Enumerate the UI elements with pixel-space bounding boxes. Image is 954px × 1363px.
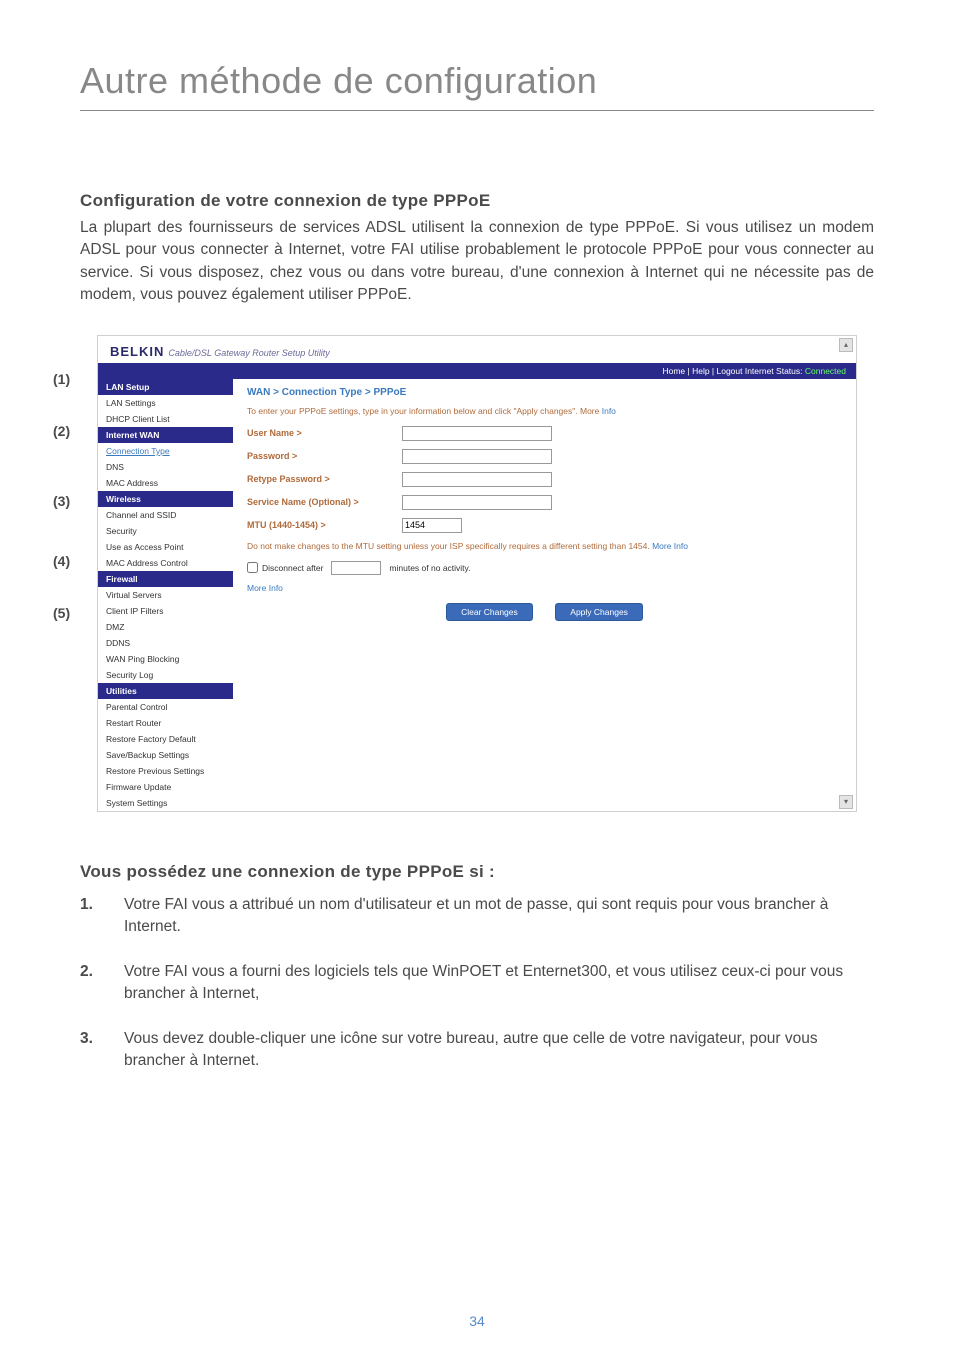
disconnect-row: Disconnect after minutes of no activity. — [247, 561, 842, 575]
list-item: 1. Votre FAI vous a attribué un nom d'ut… — [80, 894, 874, 939]
nav-hdr-utilities[interactable]: Utilities — [98, 683, 233, 699]
input-retype-password[interactable] — [402, 472, 552, 487]
callout-5: (5) — [53, 605, 70, 621]
instruction-text: To enter your PPPoE settings, type in yo… — [247, 406, 842, 416]
nav-dhcp-client-list[interactable]: DHCP Client List — [98, 411, 233, 427]
instr-pre: To enter your PPPoE settings, type in yo… — [247, 406, 599, 416]
pppoe-criteria-list: 1. Votre FAI vous a attribué un nom d'ut… — [80, 894, 874, 1073]
mtu-note: Do not make changes to the MTU setting u… — [247, 541, 842, 551]
mtu-more-info-link[interactable]: More Info — [652, 541, 688, 551]
input-username[interactable] — [402, 426, 552, 441]
input-mtu[interactable] — [402, 518, 462, 533]
nav-restore-factory[interactable]: Restore Factory Default — [98, 731, 233, 747]
label-disconnect-suffix: minutes of no activity. — [389, 563, 470, 573]
list-item: 2. Votre FAI vous a fourni des logiciels… — [80, 961, 874, 1006]
input-disconnect-minutes[interactable] — [331, 561, 381, 575]
nav-hdr-firewall[interactable]: Firewall — [98, 571, 233, 587]
list-number: 2. — [80, 961, 124, 1006]
nav-restore-previous[interactable]: Restore Previous Settings — [98, 763, 233, 779]
router-brand: BELKIN — [110, 344, 164, 359]
nav-client-ip-filters[interactable]: Client IP Filters — [98, 603, 233, 619]
router-header: BELKIN Cable/DSL Gateway Router Setup Uti… — [98, 336, 856, 363]
nav-virtual-servers[interactable]: Virtual Servers — [98, 587, 233, 603]
router-screenshot-wrap: (1) (2) (3) (4) (5) ▴ BELKINCable/DSL Ga… — [97, 335, 857, 812]
callout-3: (3) — [53, 493, 70, 509]
input-service-name[interactable] — [402, 495, 552, 510]
nav-system-settings[interactable]: System Settings — [98, 795, 233, 811]
internet-status: Connected — [805, 366, 846, 376]
label-service-name: Service Name (Optional) > — [247, 497, 402, 507]
title-rule — [80, 110, 874, 111]
nav-channel-ssid[interactable]: Channel and SSID — [98, 507, 233, 523]
nav-dmz[interactable]: DMZ — [98, 619, 233, 635]
button-row: Clear Changes Apply Changes — [247, 603, 842, 621]
router-subtitle: Cable/DSL Gateway Router Setup Utility — [168, 348, 329, 358]
router-main: WAN > Connection Type > PPPoE To enter y… — [233, 379, 856, 811]
router-ui-window: ▴ BELKIN Cable/DSL Gateway Router Setup U… — [97, 335, 857, 812]
clear-changes-button[interactable]: Clear Changes — [446, 603, 533, 621]
nav-hdr-lan[interactable]: LAN Setup — [98, 379, 233, 395]
scroll-up-icon[interactable]: ▴ — [839, 338, 853, 352]
label-username: User Name > — [247, 428, 402, 438]
page-number: 34 — [0, 1313, 954, 1329]
scroll-down-icon[interactable]: ▾ — [839, 795, 853, 809]
nav-firmware-update[interactable]: Firmware Update — [98, 779, 233, 795]
section-heading-you-have-pppoe: Vous possédez une connexion de type PPPo… — [80, 862, 874, 882]
router-tabbar[interactable]: Home | Help | Logout Internet Status: Co… — [98, 363, 856, 379]
nav-dns[interactable]: DNS — [98, 459, 233, 475]
nav-mac-address-control[interactable]: MAC Address Control — [98, 555, 233, 571]
tabbar-links[interactable]: Home | Help | Logout Internet Status: — [662, 366, 802, 376]
router-sidebar: LAN Setup LAN Settings DHCP Client List … — [98, 379, 233, 811]
nav-security[interactable]: Security — [98, 523, 233, 539]
input-password[interactable] — [402, 449, 552, 464]
more-info-link[interactable]: More Info — [247, 583, 842, 593]
nav-connection-type[interactable]: Connection Type — [98, 443, 233, 459]
nav-security-log[interactable]: Security Log — [98, 667, 233, 683]
nav-parental-control[interactable]: Parental Control — [98, 699, 233, 715]
list-text: Vous devez double-cliquer une icône sur … — [124, 1028, 874, 1073]
nav-hdr-wireless[interactable]: Wireless — [98, 491, 233, 507]
list-item: 3. Vous devez double-cliquer une icône s… — [80, 1028, 874, 1073]
callout-4: (4) — [53, 553, 70, 569]
callout-1: (1) — [53, 371, 70, 387]
page-title: Autre méthode de configuration — [80, 60, 874, 102]
nav-hdr-wan[interactable]: Internet WAN — [98, 427, 233, 443]
nav-mac-address[interactable]: MAC Address — [98, 475, 233, 491]
nav-lan-settings[interactable]: LAN Settings — [98, 395, 233, 411]
callout-2: (2) — [53, 423, 70, 439]
nav-ddns[interactable]: DDNS — [98, 635, 233, 651]
nav-use-as-ap[interactable]: Use as Access Point — [98, 539, 233, 555]
list-number: 3. — [80, 1028, 124, 1073]
mtu-note-text: Do not make changes to the MTU setting u… — [247, 541, 652, 551]
instr-more-info-link[interactable]: Info — [602, 406, 616, 416]
breadcrumb: WAN > Connection Type > PPPoE — [247, 387, 842, 398]
label-retype-password: Retype Password > — [247, 474, 402, 484]
nav-save-backup[interactable]: Save/Backup Settings — [98, 747, 233, 763]
list-text: Votre FAI vous a attribué un nom d'utili… — [124, 894, 874, 939]
nav-restart-router[interactable]: Restart Router — [98, 715, 233, 731]
checkbox-disconnect[interactable] — [247, 562, 258, 573]
label-mtu: MTU (1440-1454) > — [247, 520, 402, 530]
label-disconnect: Disconnect after — [262, 563, 323, 573]
nav-wan-ping-blocking[interactable]: WAN Ping Blocking — [98, 651, 233, 667]
list-number: 1. — [80, 894, 124, 939]
section-body-pppoe-config: La plupart des fournisseurs de services … — [80, 217, 874, 307]
label-password: Password > — [247, 451, 402, 461]
apply-changes-button[interactable]: Apply Changes — [555, 603, 643, 621]
section-heading-pppoe-config: Configuration de votre connexion de type… — [80, 191, 874, 211]
list-text: Votre FAI vous a fourni des logiciels te… — [124, 961, 874, 1006]
